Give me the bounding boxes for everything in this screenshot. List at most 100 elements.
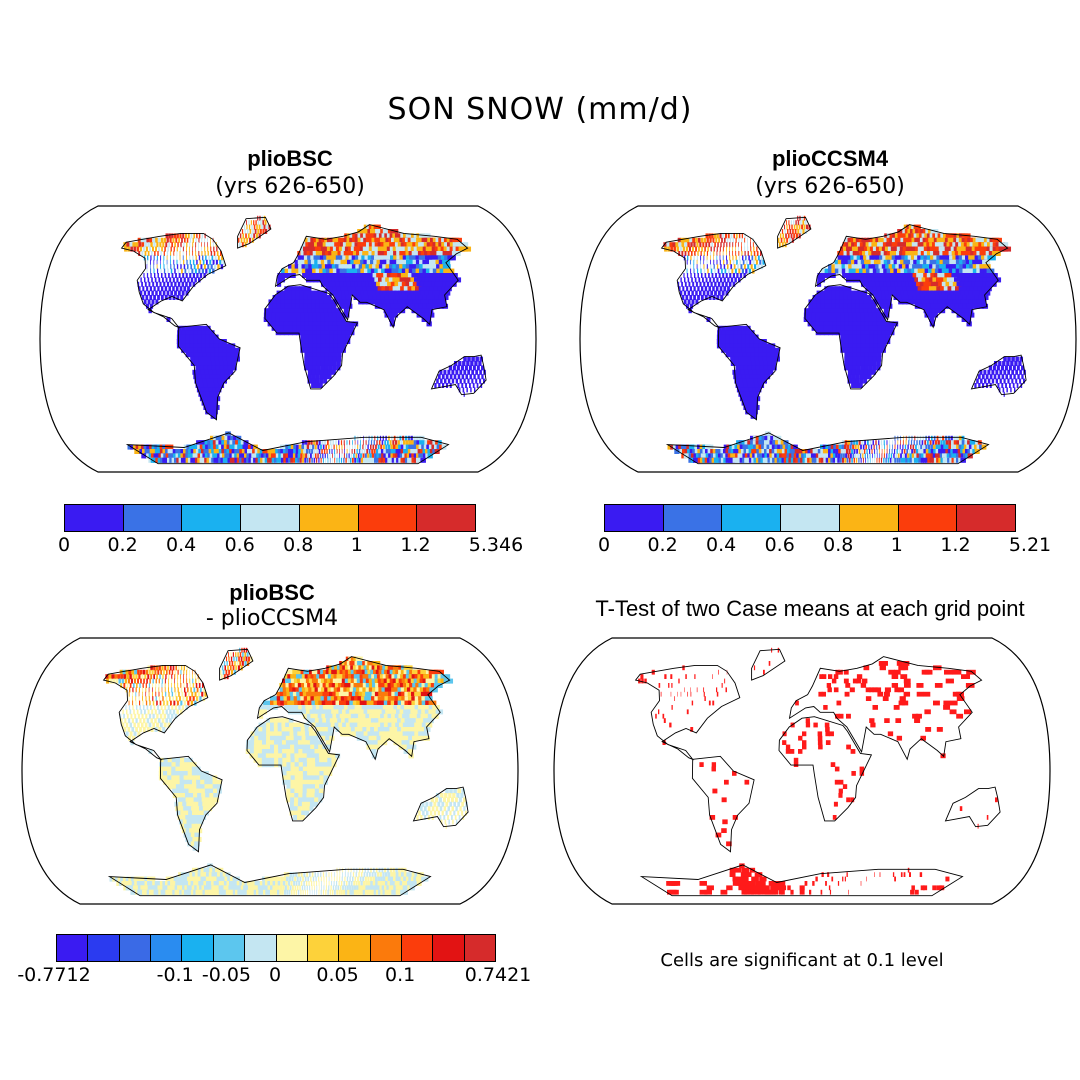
snow-cell	[894, 457, 897, 463]
snow-cell	[395, 295, 402, 300]
snow-cell	[193, 233, 196, 239]
snow-cell	[746, 352, 752, 358]
snow-cell	[848, 347, 854, 353]
snow-cell	[419, 308, 426, 314]
snow-cell	[680, 237, 684, 243]
snow-cell	[331, 308, 337, 314]
snow-cell	[902, 286, 909, 292]
snow-cell	[397, 273, 404, 278]
snow-cell	[690, 255, 692, 261]
snow-cell	[902, 444, 904, 450]
snow-cell	[400, 273, 408, 278]
snow-cell	[327, 453, 329, 459]
diff-cell	[226, 661, 228, 666]
snow-cell	[166, 251, 169, 256]
snow-cell	[789, 229, 792, 234]
snow-cell	[891, 286, 897, 292]
snow-cell	[884, 273, 890, 278]
snow-cell	[708, 233, 711, 239]
snow-cell	[956, 299, 963, 305]
diff-cell	[233, 669, 236, 675]
snow-cell	[226, 352, 232, 358]
snow-cell	[840, 251, 845, 256]
snow-cell	[825, 457, 829, 463]
snow-cell	[416, 281, 424, 287]
snow-cell	[316, 321, 322, 327]
diff-cell	[155, 687, 156, 693]
snow-cell	[925, 457, 929, 463]
snow-cell	[300, 453, 303, 459]
diff-cell	[153, 674, 156, 680]
snow-cell	[872, 268, 878, 274]
snow-cell	[734, 378, 741, 384]
snow-cell	[198, 246, 199, 252]
snow-cell	[307, 299, 313, 305]
snow-cell	[856, 330, 862, 336]
snow-cell	[327, 457, 329, 463]
snow-cell	[876, 321, 882, 327]
snow-cell	[126, 242, 130, 248]
snow-cell	[149, 237, 153, 243]
snow-cell	[941, 299, 947, 305]
snow-cell	[184, 237, 186, 243]
snow-cell	[747, 251, 749, 256]
snow-cell	[163, 281, 166, 287]
snow-cell	[885, 264, 891, 270]
snow-cell	[304, 361, 309, 366]
snow-cell	[153, 242, 156, 248]
snow-cell	[296, 317, 301, 322]
snow-cell	[192, 242, 194, 248]
snow-cell	[201, 251, 203, 256]
snow-cell	[173, 259, 175, 265]
diff-cell	[341, 683, 348, 688]
snow-cell	[336, 312, 342, 318]
snow-cell	[305, 273, 311, 278]
snow-cell	[166, 290, 170, 296]
diff-cell	[161, 665, 164, 671]
snow-cell	[334, 453, 336, 459]
snow-cell	[434, 303, 441, 309]
snow-cell	[429, 440, 434, 446]
snow-cell	[333, 259, 340, 265]
snow-cell	[943, 286, 951, 292]
snow-cell	[343, 268, 349, 274]
snow-cell	[919, 435, 922, 441]
snow-cell	[432, 299, 439, 305]
snow-cell	[732, 237, 734, 243]
snow-cell	[282, 444, 287, 450]
snow-cell	[285, 449, 289, 454]
snow-cell	[729, 251, 730, 256]
snow-cell	[346, 453, 348, 459]
snow-cell	[476, 365, 480, 371]
snow-cell	[197, 343, 203, 349]
snow-cell	[875, 281, 881, 287]
snow-cell	[185, 343, 191, 349]
snow-cell	[192, 246, 193, 252]
snow-cell	[332, 440, 335, 446]
diff-cell	[319, 674, 325, 680]
snow-cell	[681, 295, 685, 300]
snow-cell	[362, 264, 368, 270]
snow-cell	[845, 268, 850, 274]
snow-cell	[453, 277, 462, 283]
snow-cell	[135, 242, 139, 248]
snow-cell	[145, 246, 148, 252]
snow-cell	[324, 453, 326, 459]
snow-cell	[705, 233, 709, 239]
snow-cell	[847, 259, 853, 265]
snow-cell	[396, 457, 401, 463]
diff-cell	[301, 674, 307, 680]
snow-cell	[689, 286, 692, 292]
snow-cell	[733, 352, 740, 358]
snow-cell	[198, 325, 203, 331]
snow-cell	[479, 378, 482, 384]
snow-cell	[760, 264, 764, 270]
snow-cell	[868, 264, 874, 270]
snow-cell	[148, 246, 151, 252]
snow-cell	[760, 369, 766, 375]
snow-cell	[700, 268, 702, 274]
diff-cell	[233, 656, 235, 662]
snow-cell	[295, 299, 301, 305]
snow-cell	[815, 312, 821, 318]
snow-cell	[871, 251, 877, 256]
